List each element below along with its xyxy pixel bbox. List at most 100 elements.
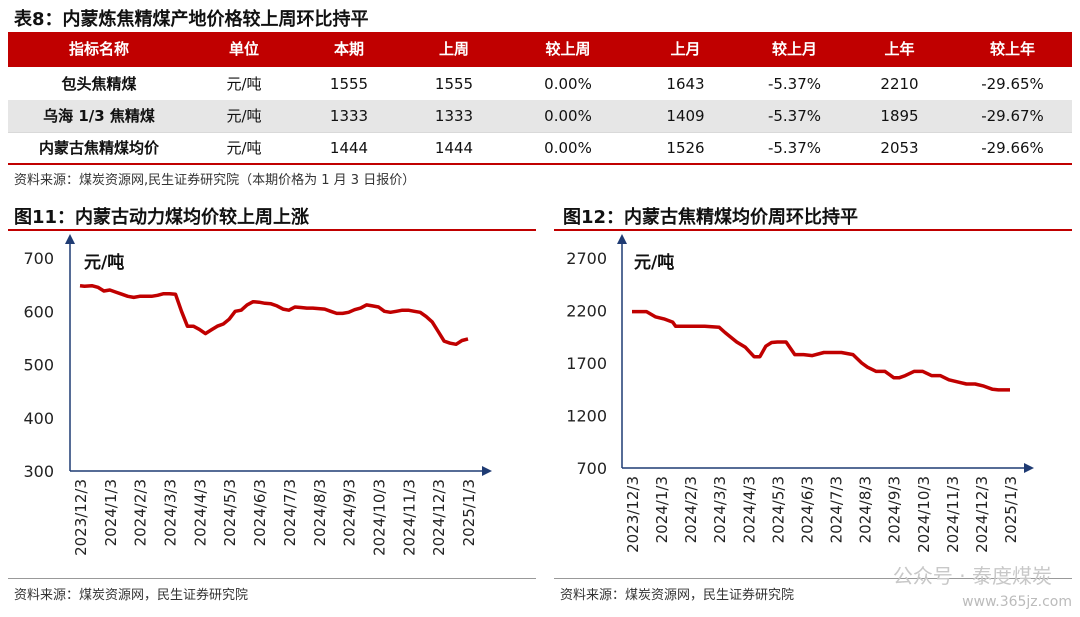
x-tick-label: 2024/7/3 bbox=[828, 476, 846, 543]
x-tick-label: 2025/1/3 bbox=[1002, 476, 1020, 543]
table-cell: 0.00% bbox=[544, 139, 592, 157]
chart12-title: 图12：内蒙古焦精煤均价周环比持平 bbox=[563, 207, 859, 228]
table-cell: 元/吨 bbox=[226, 139, 262, 157]
x-tick-label: 2024/5/3 bbox=[769, 476, 787, 543]
chart11-title: 图11：内蒙古动力煤均价较上周上涨 bbox=[14, 207, 310, 228]
table-header: 指标名称 单位 本期 上周 较上周 上月 较上月 上年 较上年 bbox=[8, 32, 1072, 67]
header-cell: 上周 bbox=[438, 40, 469, 58]
series-line bbox=[632, 309, 1010, 392]
series-line bbox=[79, 283, 469, 347]
header-cell: 指标名称 bbox=[68, 40, 129, 58]
x-tick-label: 2024/8/3 bbox=[857, 476, 875, 543]
y-axis-label: 元/吨 bbox=[84, 252, 124, 273]
table-cell: 乌海 1/3 焦精煤 bbox=[43, 107, 155, 125]
x-tick-label: 2024/2/3 bbox=[682, 476, 700, 543]
table-cell: 1555 bbox=[329, 75, 369, 93]
x-tick-label: 2024/1/3 bbox=[653, 476, 671, 543]
chart11-source: 资料来源：煤炭资源网，民生证券研究院 bbox=[14, 588, 249, 603]
x-tick-label: 2024/3/3 bbox=[162, 479, 180, 546]
chart12-source: 资料来源：煤炭资源网，民生证券研究院 bbox=[560, 588, 795, 603]
header-cell: 较上周 bbox=[545, 40, 591, 58]
table-cell: 1526 bbox=[666, 139, 705, 157]
y-axis-label: 元/吨 bbox=[634, 252, 674, 273]
header-cell: 单位 bbox=[228, 40, 259, 58]
x-tick-label: 2024/11/3 bbox=[400, 479, 418, 556]
watermark: 公众号 · 泰度煤炭 bbox=[892, 564, 1052, 588]
x-tick-label: 2024/2/3 bbox=[132, 479, 150, 546]
y-tick-label: 600 bbox=[23, 302, 54, 321]
header-cell: 较上年 bbox=[989, 40, 1035, 58]
y-tick-label: 700 bbox=[23, 249, 54, 268]
table-cell: 1895 bbox=[880, 107, 919, 125]
y-tick-label: 2700 bbox=[566, 249, 607, 268]
x-axis-arrow bbox=[482, 466, 492, 476]
x-tick-label: 2023/12/3 bbox=[624, 476, 642, 553]
table-cell: 1643 bbox=[666, 75, 705, 93]
y-tick-label: 1200 bbox=[566, 407, 607, 426]
table-cell: 2210 bbox=[880, 75, 919, 93]
table-row: 内蒙古焦精煤均价 元/吨 1444 1444 0.00% 1526 -5.37% 2053 -2… bbox=[8, 132, 1072, 164]
x-tick-label: 2024/10/3 bbox=[915, 476, 933, 553]
x-tick-label: 2024/7/3 bbox=[281, 479, 299, 546]
chart11-top-rule bbox=[8, 229, 536, 231]
y-tick-label: 700 bbox=[576, 459, 607, 478]
x-tick-label: 2024/6/3 bbox=[798, 476, 816, 543]
x-tick-label: 2024/12/3 bbox=[973, 476, 991, 553]
x-tick-label: 2024/11/3 bbox=[944, 476, 962, 553]
table-cell: 1409 bbox=[666, 107, 705, 125]
table-cell: 1333 bbox=[434, 107, 474, 125]
x-tick-label: 2025/1/3 bbox=[460, 479, 478, 546]
table-cell: 元/吨 bbox=[226, 75, 262, 93]
y-tick-label: 400 bbox=[23, 409, 54, 428]
table-source: 资料来源：煤炭资源网,民生证券研究院（本期价格为 1 月 3 日报价） bbox=[14, 173, 416, 188]
x-axis-arrow bbox=[1024, 463, 1034, 473]
chart12: 700 1200 1700 2200 2700 元/吨 2023/12/3 2024/1/3 2… bbox=[566, 234, 1034, 553]
table-bottom-line bbox=[8, 163, 1072, 165]
table-cell: 元/吨 bbox=[226, 107, 262, 125]
table-cell: 2053 bbox=[880, 139, 919, 157]
x-tick-label: 2024/3/3 bbox=[711, 476, 729, 543]
table-cell: -29.67% bbox=[981, 107, 1044, 125]
table-cell: 包头焦精煤 bbox=[61, 75, 137, 93]
chart11-bottom-rule bbox=[8, 578, 536, 579]
watermark-url: www.365jz.com bbox=[962, 594, 1072, 610]
table-row: 乌海 1/3 焦精煤 元/吨 1333 1333 0.00% 1409 -5.37% 1895… bbox=[8, 100, 1072, 132]
table-title: 表8：内蒙炼焦精煤产地价格较上周环比持平 bbox=[14, 9, 369, 30]
x-tick-label: 2023/12/3 bbox=[72, 479, 90, 556]
chart12-bottom-rule bbox=[554, 578, 1072, 579]
x-tick-label: 2024/12/3 bbox=[430, 479, 448, 556]
table-cell: 0.00% bbox=[544, 107, 592, 125]
x-tick-label: 2024/5/3 bbox=[221, 479, 239, 546]
x-tick-label: 2024/4/3 bbox=[191, 479, 209, 546]
row-separator bbox=[8, 132, 1072, 133]
table-cell: 内蒙古焦精煤均价 bbox=[38, 139, 159, 157]
header-cell: 较上月 bbox=[771, 40, 817, 58]
table-cell: -5.37% bbox=[767, 75, 822, 93]
x-tick-label: 2024/9/3 bbox=[341, 479, 359, 546]
x-tick-label: 2024/1/3 bbox=[102, 479, 120, 546]
y-tick-label: 2200 bbox=[566, 302, 607, 321]
y-axis-arrow bbox=[617, 234, 627, 244]
y-tick-label: 500 bbox=[23, 356, 54, 375]
y-tick-label: 1700 bbox=[566, 354, 607, 373]
x-tick-label: 2024/10/3 bbox=[370, 479, 388, 556]
x-tick-label: 2024/4/3 bbox=[740, 476, 758, 543]
table-cell: -5.37% bbox=[767, 107, 822, 125]
x-tick-label: 2024/9/3 bbox=[886, 476, 904, 543]
header-cell: 上月 bbox=[670, 40, 701, 58]
table-cell: -29.65% bbox=[981, 75, 1044, 93]
table-cell: 1555 bbox=[434, 75, 474, 93]
table-cell: 0.00% bbox=[544, 75, 592, 93]
table-cell: -5.37% bbox=[767, 139, 822, 157]
chart11: 300 400 500 600 700 元/吨 2023/12/3 2024/1/3 2024/… bbox=[23, 234, 492, 556]
table-row: 包头焦精煤 元/吨 1555 1555 0.00% 1643 -5.37% 2210 -29.6… bbox=[8, 68, 1072, 100]
x-tick-label: 2024/6/3 bbox=[251, 479, 269, 546]
chart12-top-rule bbox=[554, 229, 1072, 231]
table-cell: -29.66% bbox=[981, 139, 1044, 157]
y-tick-label: 300 bbox=[23, 462, 54, 481]
header-cell: 上年 bbox=[884, 40, 915, 58]
table-cell: 1333 bbox=[329, 107, 369, 125]
y-axis-arrow bbox=[65, 234, 75, 244]
x-tick-label: 2024/8/3 bbox=[311, 479, 329, 546]
table-cell: 1444 bbox=[434, 139, 474, 157]
